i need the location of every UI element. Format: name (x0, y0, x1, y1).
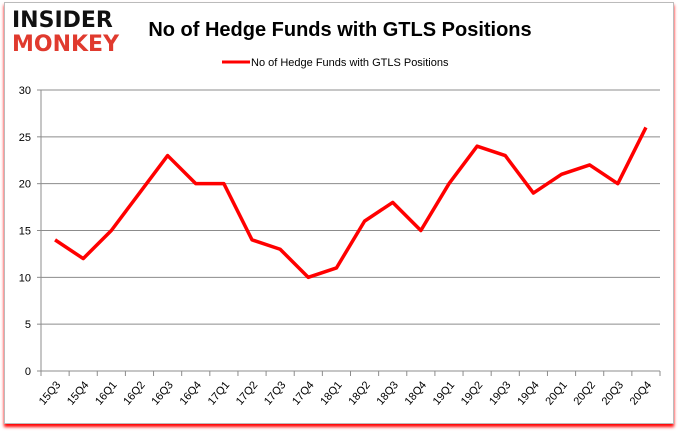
y-tick-label: 25 (19, 132, 31, 144)
chart-title: No of Hedge Funds with GTLS Positions (148, 19, 531, 41)
x-tick-label: 15Q4 (65, 379, 91, 407)
x-tick-label: 19Q3 (487, 379, 513, 407)
x-tick-label: 20Q3 (600, 379, 626, 407)
x-tick-label: 16Q2 (121, 379, 147, 407)
logo-line1: INSIDER (12, 8, 113, 33)
y-tick-label: 0 (25, 366, 31, 378)
chart-frame (4, 2, 674, 424)
x-tick-label: 16Q4 (178, 379, 204, 407)
y-tick-label: 5 (25, 319, 31, 331)
insider-monkey-logo: INSIDER MONKEY (12, 8, 120, 57)
x-tick-label: 18Q3 (375, 379, 401, 407)
x-tick-label: 20Q2 (571, 379, 597, 407)
x-tick-label: 16Q3 (149, 379, 175, 407)
x-tick-label: 15Q3 (37, 379, 63, 407)
y-tick-label: 15 (19, 226, 31, 238)
x-tick-label: 17Q3 (262, 379, 288, 407)
x-tick-label: 18Q4 (403, 379, 429, 407)
x-tick-label: 20Q1 (543, 379, 569, 407)
x-tick-label: 20Q4 (628, 379, 654, 407)
legend-label: No of Hedge Funds with GTLS Positions (251, 57, 449, 69)
y-tick-label: 20 (19, 179, 31, 191)
y-tick-label: 10 (19, 272, 31, 284)
x-tick-label: 17Q4 (290, 379, 316, 407)
x-tick-label: 17Q1 (206, 379, 232, 407)
x-tick-label: 19Q4 (515, 379, 541, 407)
logo-line2: MONKEY (12, 32, 120, 57)
x-tick-label: 18Q1 (318, 379, 344, 407)
x-tick-label: 17Q2 (234, 379, 260, 407)
x-tick-label: 16Q1 (93, 379, 119, 407)
y-tick-label: 30 (19, 85, 31, 97)
x-tick-label: 19Q2 (459, 379, 485, 407)
series-line (54, 126, 648, 280)
x-tick-label: 19Q1 (431, 379, 457, 407)
x-tick-label: 18Q2 (346, 379, 372, 407)
